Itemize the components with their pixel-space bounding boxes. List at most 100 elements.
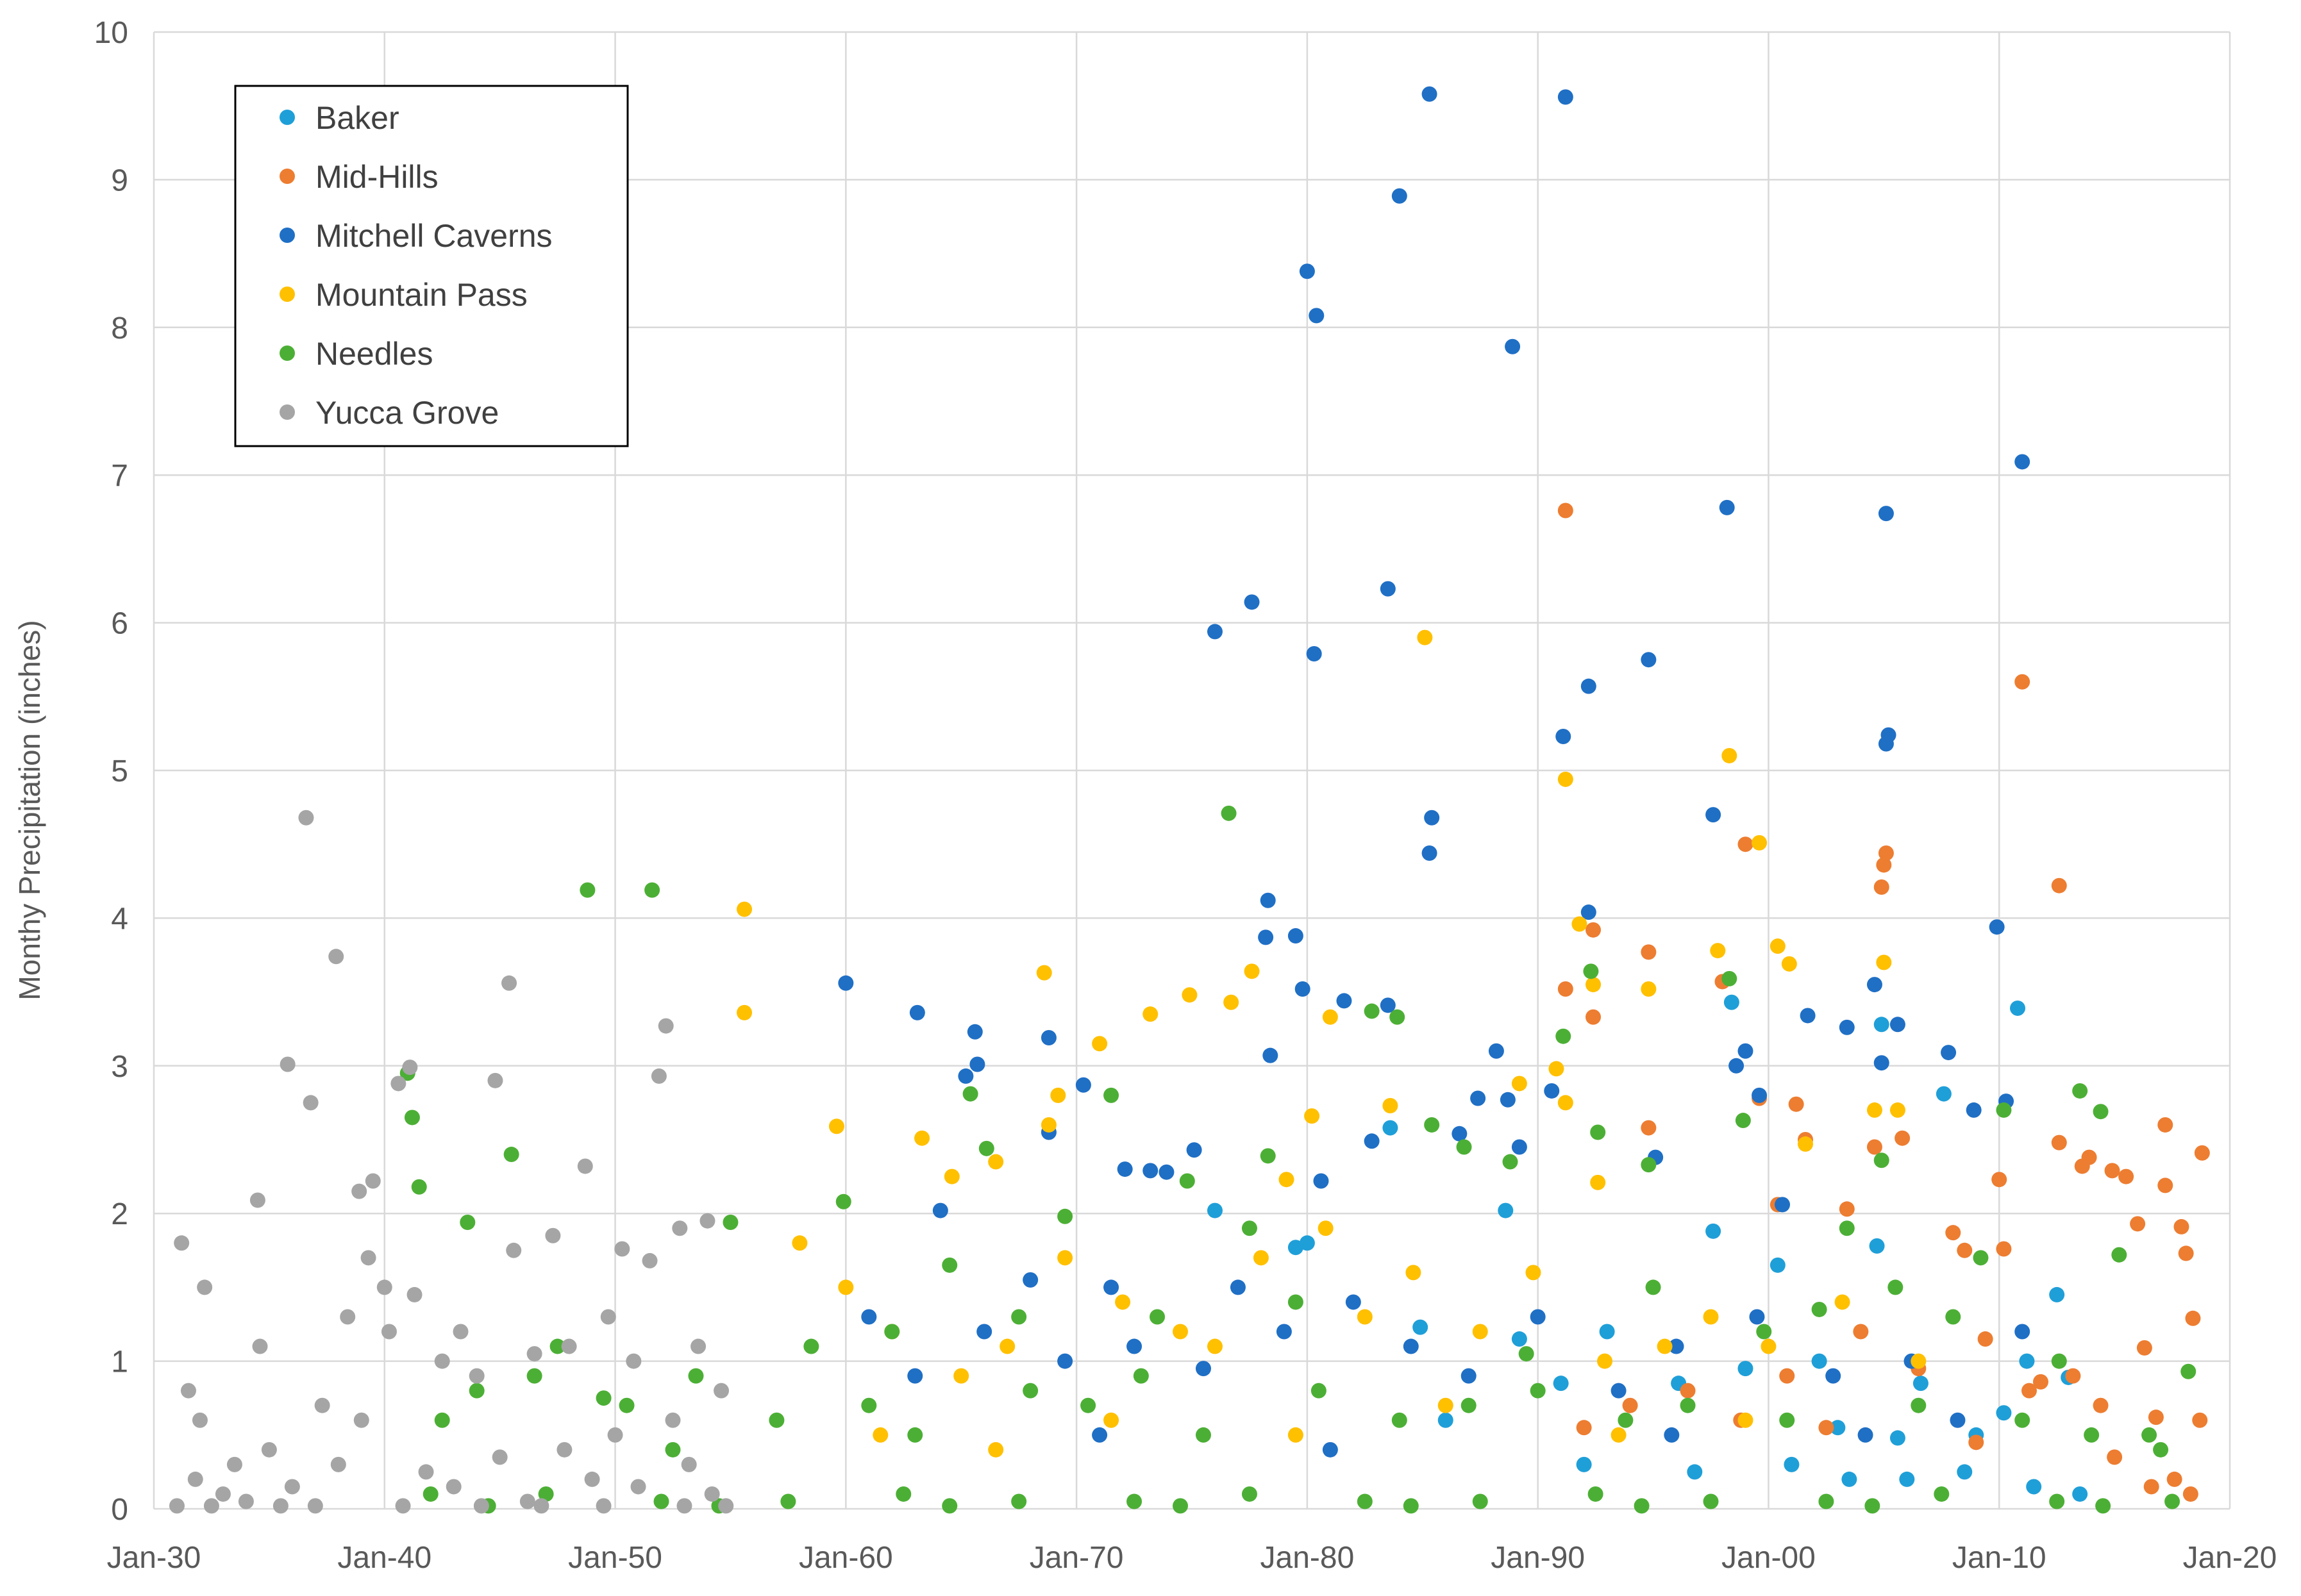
data-point bbox=[1437, 1412, 1453, 1428]
x-tick-label: Jan-00 bbox=[1721, 1541, 1816, 1575]
legend-box bbox=[234, 85, 629, 447]
data-point bbox=[307, 1498, 323, 1514]
data-point bbox=[1195, 1361, 1211, 1377]
data-point bbox=[1472, 1493, 1488, 1509]
data-point bbox=[907, 1427, 923, 1443]
data-point bbox=[1287, 1240, 1303, 1256]
data-points bbox=[169, 86, 2210, 1514]
data-point bbox=[197, 1279, 213, 1295]
data-point bbox=[642, 1252, 658, 1268]
data-point bbox=[1452, 1126, 1468, 1142]
data-point bbox=[1586, 977, 1602, 993]
data-point bbox=[2182, 1486, 2198, 1502]
data-point bbox=[1770, 938, 1786, 954]
data-point bbox=[1895, 1130, 1911, 1146]
data-point bbox=[714, 1383, 730, 1399]
data-point bbox=[1221, 805, 1237, 821]
data-point bbox=[1472, 1324, 1488, 1340]
legend-marker bbox=[280, 287, 295, 302]
data-point bbox=[1721, 970, 1737, 986]
data-point bbox=[1117, 1161, 1133, 1177]
data-point bbox=[1583, 963, 1599, 979]
data-point bbox=[690, 1338, 707, 1354]
data-point bbox=[1260, 892, 1276, 908]
data-point bbox=[1991, 1172, 2007, 1188]
data-point bbox=[446, 1479, 462, 1495]
data-point bbox=[1973, 1250, 1989, 1266]
data-point bbox=[1276, 1324, 1292, 1340]
legend-label: Needles bbox=[315, 336, 433, 372]
y-tick-labels: 0 1 2 3 4 5 6 7 8 9 10 bbox=[94, 16, 128, 1527]
data-point bbox=[1936, 1086, 1952, 1102]
data-point bbox=[501, 975, 517, 991]
data-point bbox=[1580, 678, 1596, 694]
series-mountain-pass bbox=[737, 629, 1927, 1458]
data-point bbox=[835, 1193, 851, 1209]
data-point bbox=[644, 882, 660, 898]
data-point bbox=[1957, 1242, 1973, 1258]
data-point bbox=[1403, 1338, 1419, 1354]
data-point bbox=[2021, 1383, 2037, 1399]
legend-label: Mid-Hills bbox=[315, 159, 439, 195]
legend-marker bbox=[280, 169, 295, 184]
y-tick-label: 8 bbox=[111, 312, 128, 345]
data-point bbox=[1092, 1036, 1108, 1052]
data-point bbox=[1756, 1324, 1772, 1340]
data-point bbox=[1641, 1157, 1657, 1173]
data-point bbox=[1241, 1220, 1257, 1236]
data-point bbox=[1728, 1058, 1745, 1074]
data-point bbox=[978, 1140, 994, 1156]
data-point bbox=[1186, 1142, 1202, 1158]
data-point bbox=[1853, 1324, 1869, 1340]
data-point bbox=[896, 1486, 912, 1502]
data-point bbox=[1830, 1420, 1846, 1436]
data-point bbox=[1460, 1368, 1477, 1384]
data-point bbox=[828, 1118, 844, 1135]
data-point bbox=[1126, 1493, 1142, 1509]
data-point bbox=[395, 1498, 411, 1514]
data-point bbox=[1309, 308, 1325, 324]
data-point bbox=[272, 1498, 289, 1514]
data-point bbox=[434, 1412, 450, 1428]
data-point bbox=[1544, 1083, 1560, 1099]
data-point bbox=[1710, 943, 1726, 959]
data-point bbox=[2141, 1427, 2157, 1443]
data-point bbox=[1011, 1493, 1027, 1509]
data-point bbox=[2049, 1493, 2065, 1509]
data-point bbox=[1576, 1420, 1592, 1436]
data-point bbox=[1878, 845, 1894, 861]
data-point bbox=[1318, 1220, 1334, 1236]
data-point bbox=[404, 1110, 420, 1126]
data-point bbox=[2014, 1324, 2030, 1340]
data-point bbox=[1818, 1493, 1834, 1509]
data-point bbox=[1798, 1136, 1814, 1152]
data-point bbox=[1304, 1108, 1320, 1124]
data-point bbox=[1719, 499, 1735, 515]
data-point bbox=[1525, 1265, 1541, 1281]
data-point bbox=[390, 1076, 406, 1092]
data-point bbox=[1080, 1397, 1096, 1413]
data-point bbox=[1737, 1043, 1753, 1059]
data-point bbox=[723, 1215, 739, 1231]
data-point bbox=[1989, 919, 2005, 935]
data-point bbox=[1336, 993, 1352, 1009]
data-point bbox=[1555, 729, 1571, 745]
data-point bbox=[1195, 1427, 1211, 1443]
data-point bbox=[1357, 1309, 1373, 1325]
series-yucca-grove bbox=[169, 810, 734, 1514]
data-point bbox=[402, 1060, 418, 1076]
data-point bbox=[953, 1368, 969, 1384]
x-tick-label: Jan-70 bbox=[1030, 1541, 1124, 1575]
data-point bbox=[1382, 1120, 1398, 1136]
data-point bbox=[2194, 1145, 2210, 1161]
data-point bbox=[503, 1147, 519, 1163]
data-point bbox=[1345, 1294, 1361, 1310]
y-tick-label: 10 bbox=[94, 16, 128, 50]
data-point bbox=[1869, 1238, 1885, 1254]
legend-marker bbox=[280, 228, 295, 243]
data-point bbox=[1421, 845, 1437, 861]
data-point bbox=[1555, 1028, 1571, 1044]
data-point bbox=[1179, 1173, 1195, 1189]
x-tick-label: Jan-80 bbox=[1260, 1541, 1355, 1575]
